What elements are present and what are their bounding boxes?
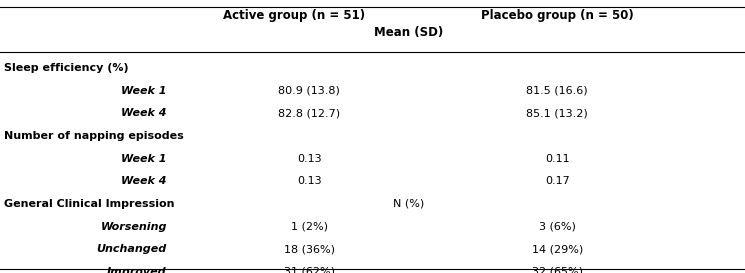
Text: N (%): N (%)	[393, 199, 424, 209]
Text: 18 (36%): 18 (36%)	[284, 244, 335, 254]
Text: Mean (SD): Mean (SD)	[374, 26, 443, 39]
Text: Week 4: Week 4	[121, 176, 167, 186]
Text: Week 4: Week 4	[121, 108, 167, 118]
Text: 14 (29%): 14 (29%)	[532, 244, 583, 254]
Text: 82.8 (12.7): 82.8 (12.7)	[278, 108, 340, 118]
Text: Worsening: Worsening	[101, 222, 167, 232]
Text: 0.11: 0.11	[545, 154, 570, 164]
Text: 32 (65%): 32 (65%)	[532, 267, 583, 273]
Text: Improved: Improved	[107, 267, 167, 273]
Text: 80.9 (13.8): 80.9 (13.8)	[278, 86, 340, 96]
Text: General Clinical Impression: General Clinical Impression	[4, 199, 175, 209]
Text: Week 1: Week 1	[121, 154, 167, 164]
Text: 0.13: 0.13	[297, 176, 322, 186]
Text: Week 1: Week 1	[121, 86, 167, 96]
Text: Active group (n = 51): Active group (n = 51)	[224, 8, 365, 22]
Text: 31 (62%): 31 (62%)	[284, 267, 335, 273]
Text: 1 (2%): 1 (2%)	[291, 222, 328, 232]
Text: 0.13: 0.13	[297, 154, 322, 164]
Text: Unchanged: Unchanged	[97, 244, 167, 254]
Text: 85.1 (13.2): 85.1 (13.2)	[527, 108, 588, 118]
Text: 81.5 (16.6): 81.5 (16.6)	[527, 86, 588, 96]
Text: Sleep efficiency (%): Sleep efficiency (%)	[4, 63, 129, 73]
Text: 0.17: 0.17	[545, 176, 570, 186]
Text: 3 (6%): 3 (6%)	[539, 222, 576, 232]
Text: Placebo group (n = 50): Placebo group (n = 50)	[481, 8, 634, 22]
Text: Number of napping episodes: Number of napping episodes	[4, 131, 184, 141]
